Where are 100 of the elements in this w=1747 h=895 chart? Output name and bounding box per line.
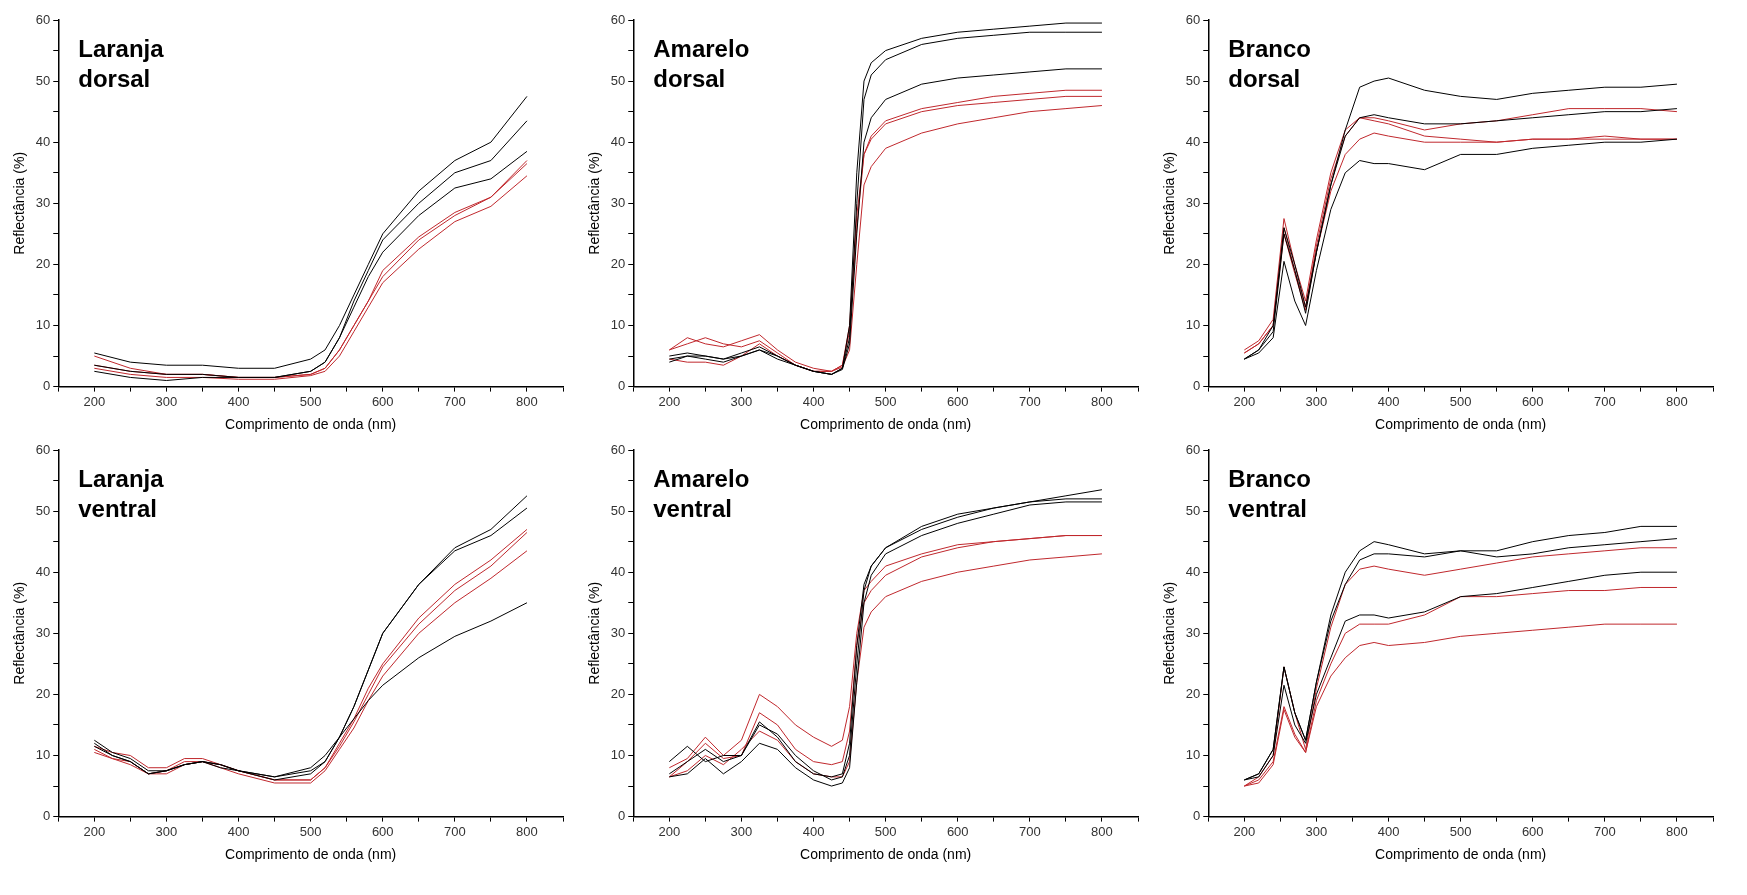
y-tick-label: 40 [1185,563,1201,579]
y-tick-label: 50 [1185,502,1201,518]
x-tick-label: 600 [946,823,969,839]
text: Amarelo dorsal [653,34,750,92]
y-tick-label: 60 [35,441,51,457]
text: Branco ventral [1228,464,1311,522]
x-tick-label: 300 [155,823,178,839]
y-tick-label: 30 [1185,624,1201,640]
y-tick-label: 50 [1185,72,1201,88]
y-tick-label: 0 [1193,808,1201,824]
x-tick-label: 400 [802,823,825,839]
y-tick-label: 30 [1185,194,1201,210]
x-tick-label: 700 [443,393,466,409]
y-tick-label: 0 [1193,378,1201,394]
y-tick-label: 0 [43,808,51,824]
x-tick-label: 400 [1377,823,1400,839]
y-tick-label: 50 [35,502,51,518]
y-tick-label: 40 [35,133,51,149]
x-tick-label: 500 [1449,823,1472,839]
y-tick-label: 10 [35,317,51,333]
x-tick-label: 200 [658,393,681,409]
x-tick-label: 500 [299,393,322,409]
y-tick-label: 30 [35,194,51,210]
y-axis-title: Reflectância (%) [11,581,28,685]
y-axis-title: Reflectância (%) [11,151,28,255]
x-tick-label: 800 [516,393,538,409]
y-tick-label: 0 [618,808,626,824]
y-axis-title: Reflectância (%) [586,151,603,255]
y-tick-label: 50 [610,72,626,88]
y-axis-title: Reflectância (%) [1161,151,1178,255]
x-tick-label: 400 [802,393,825,409]
y-tick-label: 20 [1185,255,1201,271]
x-tick-label: 800 [1091,823,1113,839]
y-tick-label: 0 [43,378,51,394]
x-tick-label: 700 [443,823,466,839]
y-tick-label: 60 [610,441,626,457]
x-axis-title: Comprimento de onda (nm) [225,416,397,433]
x-axis-title: Comprimento de onda (nm) [800,846,972,863]
y-axis-title: Reflectância (%) [1161,581,1178,685]
y-tick-label: 60 [35,11,51,27]
x-tick-label: 300 [730,393,753,409]
x-tick-label: 600 [1521,393,1544,409]
text: Laranja dorsal [78,34,165,92]
x-tick-label: 300 [1305,393,1328,409]
y-tick-label: 20 [610,685,626,701]
x-tick-label: 800 [1091,393,1113,409]
y-tick-label: 0 [618,378,626,394]
x-tick-label: 800 [1666,823,1688,839]
y-tick-label: 40 [610,133,626,149]
text: Amarelo ventral [653,464,750,522]
x-axis-title: Comprimento de onda (nm) [1375,846,1547,863]
y-tick-label: 40 [35,563,51,579]
y-tick-label: 40 [1185,133,1201,149]
x-tick-label: 600 [1521,823,1544,839]
y-axis-title: Reflectância (%) [586,581,603,685]
x-tick-label: 500 [1449,393,1472,409]
y-tick-label: 50 [610,502,626,518]
x-tick-label: 500 [874,823,897,839]
x-tick-label: 800 [516,823,538,839]
y-tick-label: 30 [610,624,626,640]
x-tick-label: 400 [227,393,250,409]
x-axis-title: Comprimento de onda (nm) [225,846,397,863]
x-tick-label: 200 [83,823,106,839]
x-tick-label: 500 [874,393,897,409]
y-tick-label: 20 [1185,685,1201,701]
x-tick-label: 700 [1593,823,1616,839]
y-tick-label: 20 [35,685,51,701]
x-tick-label: 200 [658,823,681,839]
y-tick-label: 10 [610,317,626,333]
x-tick-label: 800 [1666,393,1688,409]
x-tick-label: 300 [730,823,753,839]
y-tick-label: 10 [1185,317,1201,333]
x-tick-label: 200 [1233,823,1256,839]
y-tick-label: 30 [610,194,626,210]
x-tick-label: 300 [155,393,178,409]
x-axis-title: Comprimento de onda (nm) [1375,416,1547,433]
x-tick-label: 600 [946,393,969,409]
y-tick-label: 60 [1185,11,1201,27]
y-tick-label: 20 [610,255,626,271]
y-tick-label: 30 [35,624,51,640]
y-tick-label: 40 [610,563,626,579]
y-tick-label: 20 [35,255,51,271]
x-tick-label: 400 [1377,393,1400,409]
x-tick-label: 700 [1018,823,1041,839]
x-tick-label: 200 [83,393,106,409]
y-tick-label: 10 [35,747,51,763]
x-tick-label: 700 [1593,393,1616,409]
x-tick-label: 300 [1305,823,1328,839]
text: Laranja ventral [78,464,165,522]
x-tick-label: 600 [371,393,394,409]
x-tick-label: 600 [371,823,394,839]
x-tick-label: 400 [227,823,250,839]
x-tick-label: 500 [299,823,322,839]
x-tick-label: 200 [1233,393,1256,409]
text: Branco dorsal [1228,34,1311,92]
y-tick-label: 60 [1185,441,1201,457]
y-tick-label: 10 [610,747,626,763]
y-tick-label: 60 [610,11,626,27]
y-tick-label: 50 [35,72,51,88]
x-tick-label: 700 [1018,393,1041,409]
